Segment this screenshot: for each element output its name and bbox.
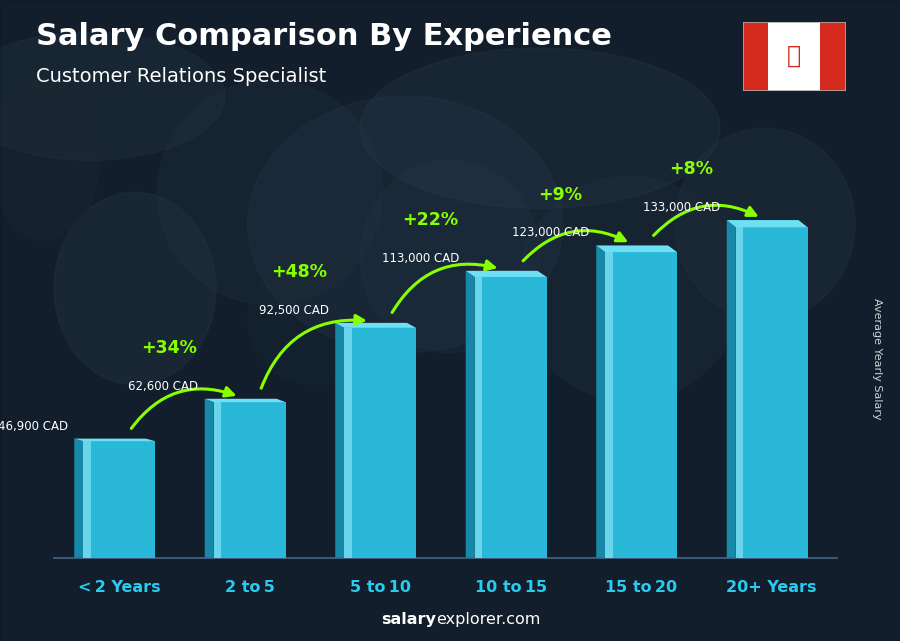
Polygon shape [596,246,606,558]
Ellipse shape [518,176,742,401]
Bar [606,252,677,558]
Text: Average Yearly Salary: Average Yearly Salary [872,298,883,420]
Bar [475,277,482,558]
Polygon shape [74,438,84,558]
Text: +22%: +22% [401,211,458,229]
Ellipse shape [0,80,99,240]
Bar [736,228,807,558]
Ellipse shape [158,80,382,304]
Text: 92,500 CAD: 92,500 CAD [258,304,328,317]
Bar [84,441,155,558]
Polygon shape [335,323,345,558]
Text: 2 to 5: 2 to 5 [225,579,274,595]
Text: 46,900 CAD: 46,900 CAD [0,420,68,433]
Bar [84,441,91,558]
Polygon shape [726,220,736,558]
Text: 123,000 CAD: 123,000 CAD [512,226,590,240]
Text: 113,000 CAD: 113,000 CAD [382,252,459,265]
Ellipse shape [360,48,720,208]
Text: 20+ Years: 20+ Years [726,579,817,595]
Text: 133,000 CAD: 133,000 CAD [643,201,720,214]
Ellipse shape [248,256,382,385]
Bar [820,22,846,90]
Text: +8%: +8% [669,160,713,178]
Text: 5 to 10: 5 to 10 [350,579,410,595]
Text: +34%: +34% [141,339,197,357]
Bar [214,402,221,558]
Text: +9%: +9% [538,186,582,204]
Ellipse shape [248,96,562,353]
Bar [606,252,613,558]
Bar [742,22,769,90]
Bar [214,402,285,558]
Text: Salary Comparison By Experience: Salary Comparison By Experience [36,22,612,51]
Ellipse shape [54,192,216,385]
Ellipse shape [675,128,855,320]
Polygon shape [596,246,677,252]
Polygon shape [204,399,285,402]
Text: explorer.com: explorer.com [436,612,541,627]
Ellipse shape [360,160,540,353]
Polygon shape [465,271,546,277]
Bar [736,228,743,558]
Text: 15 to 20: 15 to 20 [605,579,678,595]
Text: 🍁: 🍁 [788,44,801,68]
Text: 10 to 15: 10 to 15 [474,579,547,595]
Text: +48%: +48% [271,263,328,281]
Polygon shape [74,438,155,441]
Polygon shape [204,399,214,558]
Text: Customer Relations Specialist: Customer Relations Specialist [36,67,326,87]
Text: salary: salary [382,612,436,627]
Polygon shape [335,323,416,328]
Text: < 2 Years: < 2 Years [78,579,160,595]
Bar [345,328,416,558]
Bar [475,277,546,558]
Ellipse shape [0,32,225,160]
Text: 62,600 CAD: 62,600 CAD [128,380,198,393]
Polygon shape [465,271,475,558]
Polygon shape [726,220,807,228]
Bar [345,328,352,558]
